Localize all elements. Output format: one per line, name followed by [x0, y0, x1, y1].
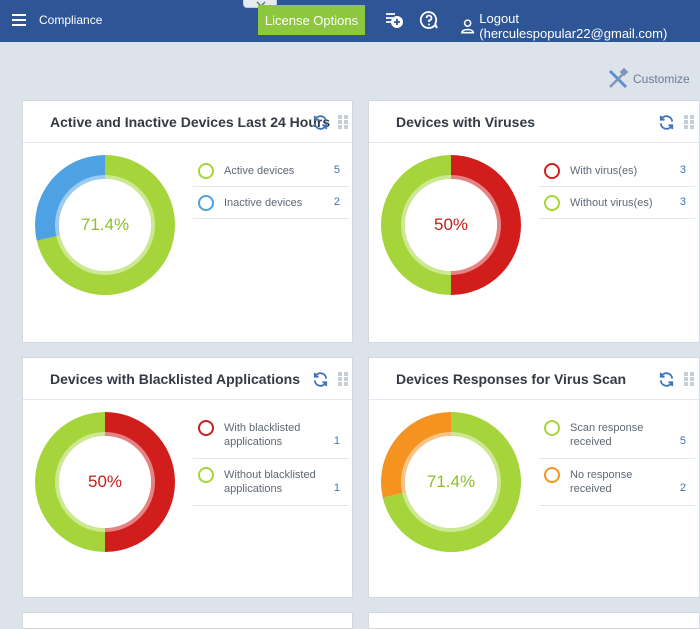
donut-chart: 71.4%: [381, 412, 521, 552]
refresh-icon[interactable]: [312, 114, 329, 131]
donut-chart: 50%: [381, 155, 521, 295]
legend-item[interactable]: Active devices 5: [193, 155, 349, 187]
refresh-icon[interactable]: [658, 114, 675, 131]
legend-marker-icon: [198, 195, 214, 211]
legend-marker-icon: [544, 195, 560, 211]
card-title: Devices Responses for Virus Scan: [396, 371, 627, 387]
legend-count: 5: [333, 164, 340, 176]
donut-slice[interactable]: [35, 412, 105, 552]
card-header: Devices with Blacklisted Applications: [23, 358, 352, 400]
legend-label: Without virus(es): [570, 197, 653, 209]
widget-card: Devices with Viruses 50% With virus(es) …: [368, 100, 700, 343]
hamburger-menu-icon[interactable]: [12, 14, 26, 26]
legend-item[interactable]: With blacklisted applications 1: [193, 412, 349, 459]
legend-marker-icon: [544, 420, 560, 436]
page-title: Compliance: [39, 13, 103, 27]
donut-svg: [35, 155, 175, 295]
legend-count: 1: [333, 482, 340, 494]
donut-svg: [35, 412, 175, 552]
legend-marker-icon: [544, 467, 560, 483]
top-header-bar: Compliance License Options Logout (hercu…: [0, 0, 700, 42]
customize-button[interactable]: Customize: [607, 68, 690, 90]
legend-marker-icon: [198, 420, 214, 436]
widget-card-partial: [368, 612, 700, 629]
legend-label: Active devices: [224, 165, 295, 177]
donut-center-label: 50%: [87, 472, 123, 491]
legend-label: Scan response received: [570, 422, 644, 448]
license-options-button[interactable]: License Options: [258, 5, 365, 35]
widget-card: Devices Responses for Virus Scan 71.4% S…: [368, 357, 700, 598]
donut-svg: [381, 155, 521, 295]
legend-label: Without blacklisted applications: [224, 469, 316, 495]
legend-label: Inactive devices: [224, 197, 303, 209]
legend-count: 2: [333, 196, 340, 208]
donut-chart: 71.4%: [35, 155, 175, 295]
legend-item[interactable]: With virus(es) 3: [539, 155, 695, 187]
legend-count: 2: [679, 482, 686, 494]
donut-slice[interactable]: [381, 155, 451, 295]
legend-item[interactable]: Inactive devices 2: [193, 187, 349, 219]
widget-card: Active and Inactive Devices Last 24 Hour…: [22, 100, 353, 343]
donut-hole: [401, 432, 501, 532]
donut-slice[interactable]: [35, 155, 105, 241]
drag-handle-icon[interactable]: [338, 115, 348, 129]
legend-marker-icon: [198, 467, 214, 483]
chart-legend: Scan response received 5 No response rec…: [539, 412, 695, 506]
logout-label: Logout (herculespopular22@gmail.com): [479, 11, 668, 41]
drag-handle-icon[interactable]: [338, 372, 348, 386]
add-document-icon[interactable]: [384, 10, 404, 30]
legend-marker-icon: [544, 163, 560, 179]
legend-item[interactable]: No response received 2: [539, 459, 695, 506]
user-icon: [461, 19, 475, 34]
widget-card-partial: [22, 612, 353, 629]
refresh-icon[interactable]: [312, 371, 329, 388]
card-header: Active and Inactive Devices Last 24 Hour…: [23, 101, 352, 143]
chart-legend: Active devices 5 Inactive devices 2: [193, 155, 349, 219]
donut-center-label: 71.4%: [426, 472, 476, 491]
drag-handle-icon[interactable]: [684, 372, 694, 386]
customize-label: Customize: [633, 72, 690, 86]
widget-card: Devices with Blacklisted Applications 50…: [22, 357, 353, 598]
donut-slice[interactable]: [382, 412, 521, 552]
donut-svg: [381, 412, 521, 552]
legend-count: 3: [679, 196, 686, 208]
donut-center-label: 71.4%: [80, 215, 130, 234]
donut-slice[interactable]: [381, 412, 451, 498]
donut-hole: [55, 432, 155, 532]
donut-slice[interactable]: [451, 155, 521, 295]
legend-label: No response received: [570, 469, 633, 495]
donut-hole: [55, 175, 155, 275]
card-title: Devices with Viruses: [396, 114, 536, 130]
donut-slice[interactable]: [36, 155, 175, 295]
legend-count: 3: [679, 164, 686, 176]
card-header: Devices Responses for Virus Scan: [369, 358, 699, 400]
chart-legend: With blacklisted applications 1 Without …: [193, 412, 349, 506]
legend-label: With virus(es): [570, 165, 638, 177]
donut-chart: 50%: [35, 412, 175, 552]
legend-item[interactable]: Without virus(es) 3: [539, 187, 695, 219]
legend-item[interactable]: Without blacklisted applications 1: [193, 459, 349, 506]
legend-marker-icon: [198, 163, 214, 179]
drag-handle-icon[interactable]: [684, 115, 694, 129]
customize-tools-icon: [608, 68, 629, 89]
legend-label: With blacklisted applications: [224, 422, 301, 448]
card-title: Devices with Blacklisted Applications: [50, 371, 301, 387]
donut-slice[interactable]: [105, 412, 175, 552]
logout-link[interactable]: Logout (herculespopular22@gmail.com): [460, 11, 700, 41]
chart-legend: With virus(es) 3 Without virus(es) 3: [539, 155, 695, 219]
donut-center-label: 50%: [433, 215, 469, 234]
legend-item[interactable]: Scan response received 5: [539, 412, 695, 459]
card-header: Devices with Viruses: [369, 101, 699, 143]
legend-count: 1: [333, 435, 340, 447]
donut-hole: [401, 175, 501, 275]
legend-count: 5: [679, 435, 686, 447]
help-icon[interactable]: [419, 10, 439, 30]
refresh-icon[interactable]: [658, 371, 675, 388]
card-title: Active and Inactive Devices Last 24 Hour…: [50, 114, 331, 130]
